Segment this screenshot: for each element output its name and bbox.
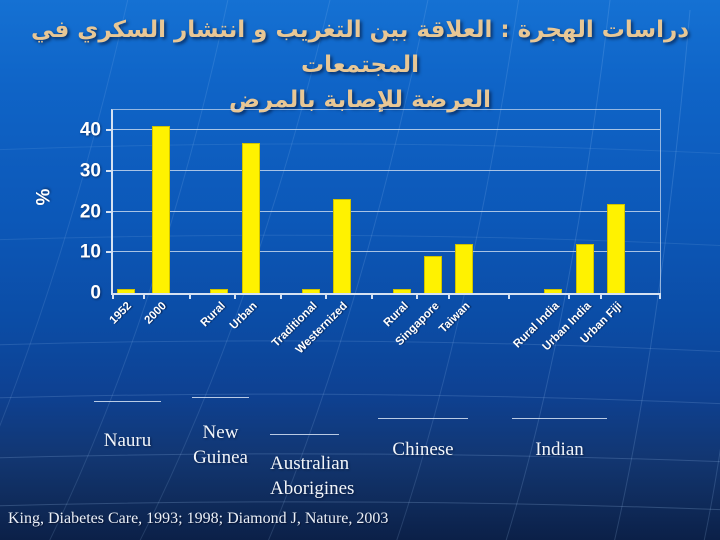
slide-title-line-1: دراسات الهجرة : العلاقة بين التغريب و ان… xyxy=(30,17,690,78)
citation-footer: King, Diabetes Care, 1993; 1998; Diamond… xyxy=(8,510,389,527)
x-tick-label-rural-2: Rural xyxy=(198,300,228,330)
group-label-nauru: Nauru xyxy=(103,430,152,451)
gridline-20 xyxy=(113,210,660,212)
x-tick-label-taiwan-8: Taiwan xyxy=(437,300,473,336)
x-tick-mark xyxy=(507,293,510,299)
bar-taiwan-8 xyxy=(455,244,473,293)
x-tick-mark xyxy=(447,293,450,299)
bar-urban-3 xyxy=(242,142,260,293)
y-tick-label: 40 xyxy=(79,119,101,141)
bar-traditional-4 xyxy=(302,288,320,293)
y-tick-label: 20 xyxy=(79,201,101,223)
x-tick-mark xyxy=(189,293,192,299)
bar-chart-plot-area: 0 10 20 30 40 1952 2000 Rural Urban Traditional We… xyxy=(80,109,661,356)
bar-1952-0 xyxy=(117,288,136,293)
x-tick-label-1952-0: 1952 xyxy=(107,300,135,327)
bar-singapore-7 xyxy=(423,256,442,293)
bar-urban-fiji-11 xyxy=(607,203,626,293)
group-label-australian-aborigines: Australian Aborigines xyxy=(270,453,355,499)
y-tick-mark xyxy=(106,251,113,254)
bar-rural-6 xyxy=(392,288,411,293)
x-tick-mark xyxy=(568,293,570,299)
y-tick-mark xyxy=(106,210,113,213)
y-tick-mark xyxy=(106,129,113,132)
bar-2000-1 xyxy=(152,126,171,293)
x-tick-mark xyxy=(112,293,114,299)
x-tick-mark xyxy=(142,293,145,299)
slide-title: دراسات الهجرة : العلاقة بين التغريب و ان… xyxy=(24,13,696,118)
bar-westernized-5 xyxy=(332,199,351,293)
slide-title-line-2: العرضة للإصابة بالمرض xyxy=(228,87,492,113)
y-tick-label: 0 xyxy=(90,282,101,304)
x-tick-mark xyxy=(325,293,328,299)
bar-rural-2 xyxy=(210,288,228,293)
gridline-40 xyxy=(113,129,660,131)
bar-urban-india-10 xyxy=(576,244,594,293)
gridline-30 xyxy=(113,170,660,171)
bar-rural-india-9 xyxy=(544,288,562,293)
x-tick-mark xyxy=(659,293,661,299)
x-tick-mark xyxy=(234,293,236,299)
x-tick-mark xyxy=(370,293,373,299)
gridline-10 xyxy=(113,251,660,253)
y-tick-mark xyxy=(106,170,113,172)
x-tick-mark xyxy=(280,293,282,299)
x-tick-label-rural-6: Rural xyxy=(381,300,411,330)
y-tick-label: 10 xyxy=(79,241,101,263)
group-label-new-guinea: New Guinea xyxy=(193,422,248,468)
x-tick-label-2000-1: 2000 xyxy=(142,300,170,327)
group-australian-aborigines: Australian Aborigines xyxy=(270,434,355,501)
group-label-chinese: Chinese xyxy=(392,439,454,460)
group-chinese: Chinese xyxy=(378,418,468,462)
y-tick-label: 30 xyxy=(79,160,101,182)
group-new-guinea: New Guinea xyxy=(192,397,249,470)
x-tick-mark xyxy=(599,293,602,299)
group-indian: Indian xyxy=(512,418,607,462)
x-tick-label-urban-3: Urban xyxy=(227,300,260,332)
group-label-indian: Indian xyxy=(535,439,584,460)
x-tick-mark xyxy=(416,293,419,299)
group-nauru: Nauru xyxy=(94,401,161,453)
y-axis-unit-label: % xyxy=(33,188,55,206)
